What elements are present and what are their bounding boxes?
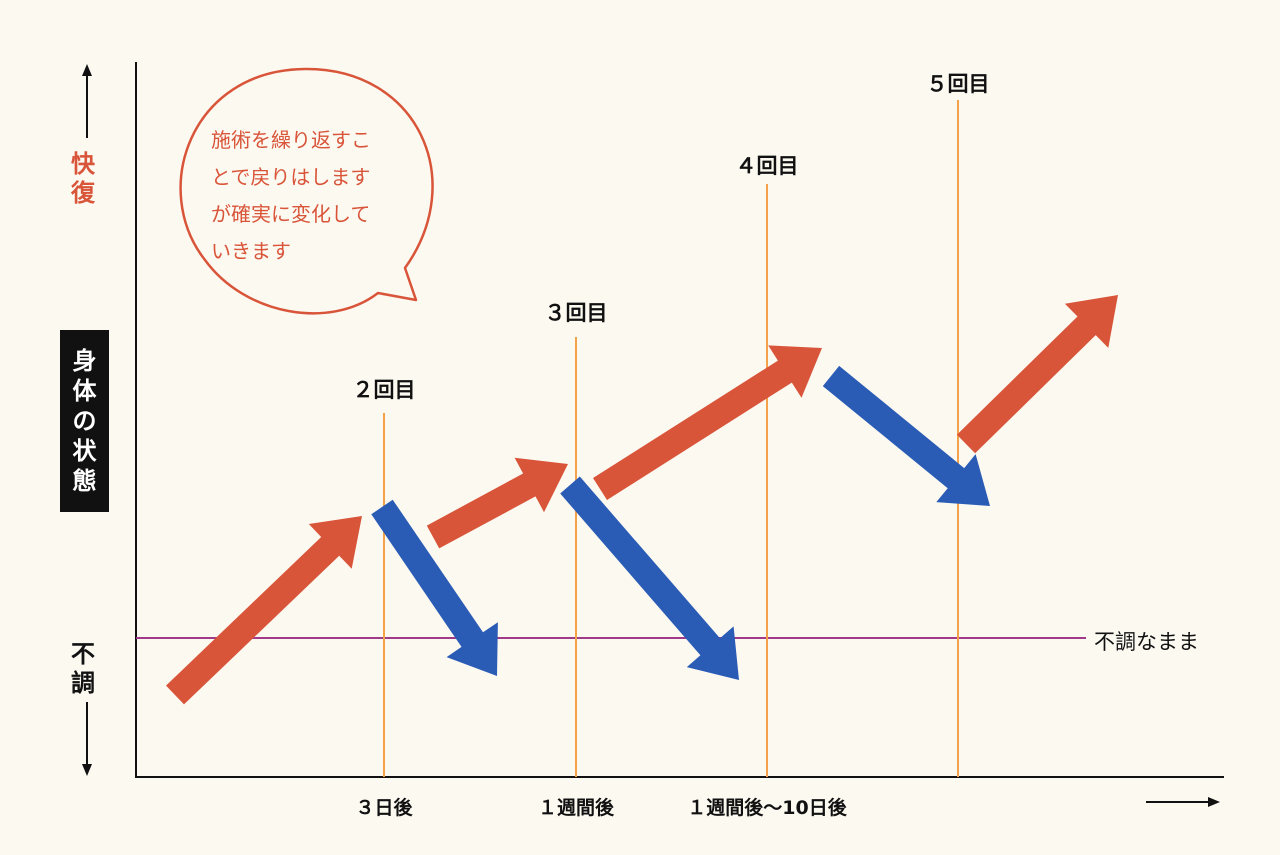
visit-label-4: ４回目 — [735, 154, 799, 178]
visit-label-3: ３回目 — [544, 301, 608, 325]
improve-arrow-3 — [593, 345, 822, 500]
visit-label-5: ５回目 — [926, 72, 990, 96]
body-state-label: 身 体 の 状 態 — [60, 330, 109, 512]
vertical-scale-arrow — [82, 64, 92, 776]
baseline-label: 不調なまま — [1094, 630, 1199, 654]
improve-arrow-4 — [956, 295, 1118, 454]
relapse-arrow-3 — [822, 365, 990, 506]
discomfort-label: 不 調 — [71, 640, 95, 697]
x-tick-label-1week-10days: １週間後〜10日後 — [687, 797, 847, 819]
relapse-arrow-2 — [560, 476, 739, 680]
x-tick-label-3days: ３日後 — [355, 797, 413, 819]
improve-arrow-2 — [426, 457, 568, 549]
visit-label-2: ２回目 — [352, 378, 416, 402]
time-arrow-icon — [1146, 797, 1220, 807]
relapse-arrow-1 — [371, 499, 498, 676]
improve-arrow-1 — [166, 516, 362, 705]
recovery-label: 快 復 — [71, 150, 95, 207]
x-tick-label-1week: １週間後 — [537, 797, 615, 819]
speech-bubble — [179, 67, 434, 315]
bubble-text: 施術を繰り返すこ とで戻りはします が確実に変化して いきます — [211, 128, 371, 263]
